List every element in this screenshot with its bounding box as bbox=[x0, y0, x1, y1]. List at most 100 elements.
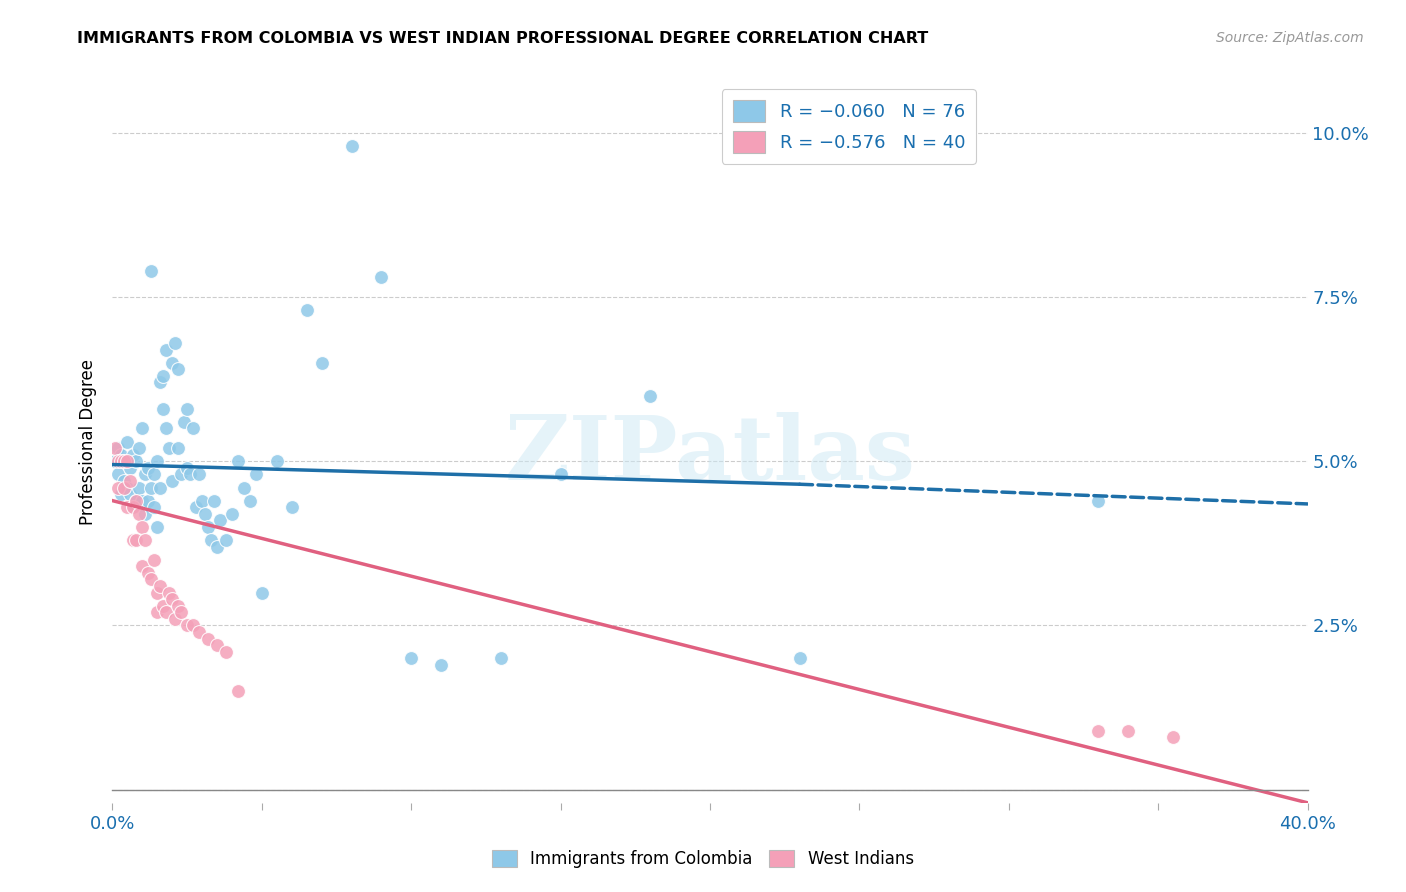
Point bbox=[215, 533, 238, 547]
Point bbox=[789, 651, 811, 665]
Point bbox=[155, 343, 177, 357]
Point bbox=[122, 448, 145, 462]
Point bbox=[146, 605, 169, 619]
Point bbox=[120, 460, 142, 475]
Point bbox=[311, 356, 333, 370]
Point bbox=[125, 493, 148, 508]
Point bbox=[221, 507, 243, 521]
Point bbox=[430, 657, 453, 672]
Point bbox=[114, 454, 135, 468]
Point bbox=[191, 493, 214, 508]
Point bbox=[138, 493, 160, 508]
Point bbox=[226, 684, 249, 698]
Y-axis label: Professional Degree: Professional Degree bbox=[79, 359, 97, 524]
Point bbox=[176, 401, 198, 416]
Point bbox=[181, 618, 204, 632]
Point bbox=[110, 487, 132, 501]
Point bbox=[188, 467, 211, 482]
Point bbox=[489, 651, 512, 665]
Point bbox=[176, 618, 198, 632]
Legend: R = −0.060   N = 76, R = −0.576   N = 40: R = −0.060 N = 76, R = −0.576 N = 40 bbox=[721, 89, 976, 164]
Point bbox=[401, 651, 423, 665]
Point bbox=[122, 500, 145, 515]
Point bbox=[110, 454, 132, 468]
Point bbox=[138, 460, 160, 475]
Point bbox=[202, 493, 225, 508]
Point bbox=[250, 585, 273, 599]
Point bbox=[134, 467, 156, 482]
Point bbox=[1118, 723, 1140, 738]
Point bbox=[157, 585, 180, 599]
Point bbox=[209, 513, 232, 527]
Point bbox=[141, 264, 163, 278]
Point bbox=[170, 605, 193, 619]
Point bbox=[215, 645, 238, 659]
Point bbox=[128, 507, 150, 521]
Point bbox=[1087, 493, 1109, 508]
Point bbox=[170, 467, 193, 482]
Point bbox=[120, 474, 142, 488]
Point bbox=[188, 625, 211, 640]
Point bbox=[162, 592, 183, 607]
Point bbox=[181, 421, 204, 435]
Point bbox=[176, 460, 198, 475]
Text: Source: ZipAtlas.com: Source: ZipAtlas.com bbox=[1216, 31, 1364, 45]
Point bbox=[143, 553, 166, 567]
Point bbox=[155, 421, 177, 435]
Point bbox=[114, 474, 135, 488]
Point bbox=[179, 467, 201, 482]
Point bbox=[165, 612, 187, 626]
Point bbox=[146, 585, 169, 599]
Point bbox=[134, 533, 156, 547]
Point bbox=[117, 434, 139, 449]
Point bbox=[117, 500, 139, 515]
Point bbox=[226, 454, 249, 468]
Point bbox=[134, 507, 156, 521]
Point bbox=[122, 500, 145, 515]
Point bbox=[107, 454, 129, 468]
Point bbox=[152, 368, 174, 383]
Point bbox=[122, 533, 145, 547]
Point bbox=[266, 454, 288, 468]
Point bbox=[120, 487, 142, 501]
Point bbox=[186, 500, 208, 515]
Text: IMMIGRANTS FROM COLOMBIA VS WEST INDIAN PROFESSIONAL DEGREE CORRELATION CHART: IMMIGRANTS FROM COLOMBIA VS WEST INDIAN … bbox=[77, 31, 928, 46]
Point bbox=[117, 454, 139, 468]
Point bbox=[143, 500, 166, 515]
Point bbox=[370, 270, 392, 285]
Point bbox=[149, 579, 172, 593]
Point bbox=[157, 441, 180, 455]
Point bbox=[205, 638, 228, 652]
Point bbox=[640, 388, 662, 402]
Point bbox=[165, 336, 187, 351]
Point bbox=[149, 376, 172, 390]
Point bbox=[1087, 723, 1109, 738]
Point bbox=[152, 599, 174, 613]
Point bbox=[233, 481, 256, 495]
Point bbox=[167, 599, 190, 613]
Point bbox=[162, 474, 183, 488]
Point bbox=[128, 441, 150, 455]
Legend: Immigrants from Colombia, West Indians: Immigrants from Colombia, West Indians bbox=[485, 843, 921, 875]
Point bbox=[131, 520, 153, 534]
Point bbox=[128, 481, 150, 495]
Point bbox=[141, 573, 163, 587]
Point bbox=[155, 605, 177, 619]
Point bbox=[138, 566, 160, 580]
Point bbox=[146, 454, 169, 468]
Point bbox=[107, 467, 129, 482]
Point bbox=[167, 362, 190, 376]
Point bbox=[114, 481, 135, 495]
Point bbox=[143, 467, 166, 482]
Point bbox=[245, 467, 267, 482]
Point bbox=[131, 493, 153, 508]
Point bbox=[152, 401, 174, 416]
Point bbox=[107, 481, 129, 495]
Point bbox=[104, 441, 127, 455]
Point bbox=[197, 632, 219, 646]
Point bbox=[125, 533, 148, 547]
Point bbox=[114, 454, 135, 468]
Point bbox=[205, 540, 228, 554]
Point bbox=[167, 441, 190, 455]
Point bbox=[107, 441, 129, 455]
